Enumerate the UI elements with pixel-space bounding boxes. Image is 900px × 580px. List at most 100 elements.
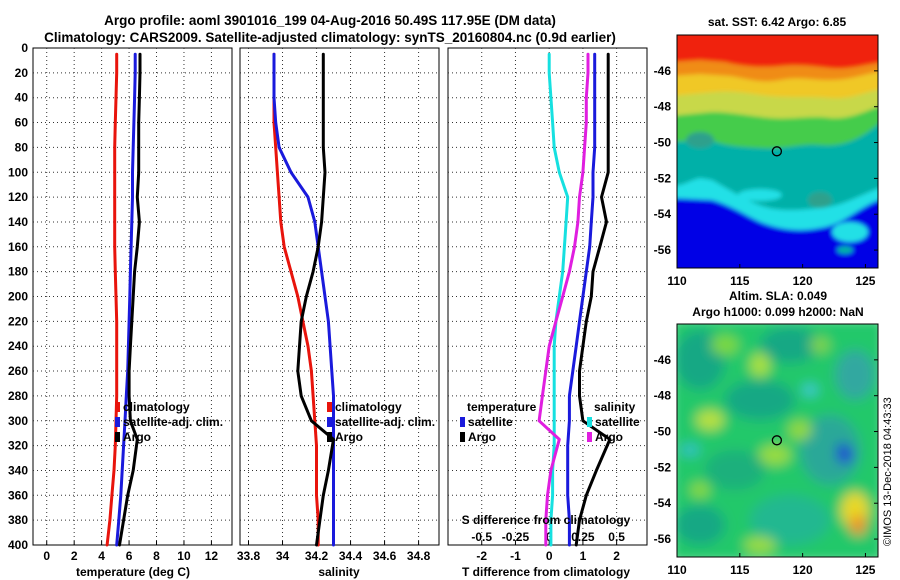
map-x-tick-label: 120 bbox=[793, 563, 813, 577]
salinity-gridlines bbox=[240, 48, 439, 545]
x-tick-label: 0 bbox=[43, 549, 50, 563]
profile-argo bbox=[296, 52, 335, 547]
x-tick-label: 34.6 bbox=[373, 549, 397, 563]
legend-satellite-adj: satellite-adj. clim. bbox=[123, 415, 223, 429]
depth-tick-label: 60 bbox=[15, 116, 29, 130]
s-diff-tick-label: -0.5 bbox=[471, 530, 492, 544]
depth-tick-label: 260 bbox=[8, 364, 28, 378]
x-tick-label: 2 bbox=[613, 549, 620, 563]
profile-argo bbox=[118, 52, 142, 547]
legend-s-argo: Argo bbox=[595, 430, 623, 444]
t-difference-axis-ticks: -2 -1 0 1 2 bbox=[476, 541, 620, 563]
sst-argo-position-marker bbox=[771, 146, 783, 157]
map-y-tick-label: -52 bbox=[654, 460, 672, 474]
legend-argo-swatch bbox=[327, 432, 332, 442]
legend-t-argo: Argo bbox=[468, 430, 496, 444]
sst-map-title: sat. SST: 6.42 Argo: 6.85 bbox=[708, 15, 847, 29]
sst-map-image bbox=[677, 35, 878, 268]
depth-tick-label: 160 bbox=[8, 240, 28, 254]
x-tick-label: 34.4 bbox=[339, 549, 363, 563]
profile-t-satellite bbox=[566, 52, 597, 547]
depth-tick-label: 280 bbox=[8, 389, 28, 403]
temperature-panel: 0204060801001201401601802002202402602803… bbox=[8, 41, 233, 579]
salinity-panel: 33.8 34 34.2 34.4 34.6 34.8 salinity climatol… bbox=[237, 47, 440, 579]
legend-satellite-adj: satellite-adj. clim. bbox=[335, 415, 435, 429]
map-y-tick-label: -50 bbox=[654, 136, 672, 150]
s-difference-axis-label: S difference from climatology bbox=[462, 513, 631, 527]
temperature-profiles bbox=[105, 52, 142, 547]
map-y-tick-label: -56 bbox=[654, 243, 672, 257]
depth-tick-label: 400 bbox=[8, 538, 28, 552]
x-tick-label: 34 bbox=[276, 549, 290, 563]
x-tick-label: -2 bbox=[476, 549, 487, 563]
map-x-tick-label: 115 bbox=[730, 274, 750, 288]
temperature-axis-label: temperature (deg C) bbox=[76, 565, 190, 579]
sla-map-ticks: 110 115 120 125 -46 -48 -50 -52 -54 -56 bbox=[654, 353, 878, 577]
t-difference-axis-label: T difference from climatology bbox=[462, 565, 630, 579]
x-tick-label: 12 bbox=[205, 549, 219, 563]
map-x-tick-label: 115 bbox=[730, 563, 750, 577]
salinity-axis-ticks: 33.8 34 34.2 34.4 34.6 34.8 bbox=[237, 541, 431, 563]
depth-tick-label: 360 bbox=[8, 488, 28, 502]
depth-tick-label: 100 bbox=[8, 165, 28, 179]
map-y-tick-label: -56 bbox=[654, 532, 672, 546]
map-x-tick-label: 110 bbox=[667, 274, 687, 288]
map-y-tick-label: -50 bbox=[654, 425, 672, 439]
map-y-tick-label: -52 bbox=[654, 171, 672, 185]
legend-s-argo-swatch bbox=[587, 432, 592, 442]
depth-tick-label: 300 bbox=[8, 414, 28, 428]
legend-salinity-title: salinity bbox=[594, 400, 636, 414]
depth-tick-label: 240 bbox=[8, 339, 28, 353]
legend-s-satellite: satellite bbox=[595, 415, 640, 429]
legend-satellite-adj-swatch bbox=[115, 417, 120, 427]
sst-map-frame bbox=[676, 34, 879, 269]
sla-map-panel: Altim. SLA: 0.049 Argo h1000: 0.099 h200… bbox=[654, 289, 879, 577]
sla-argo-position-marker bbox=[771, 435, 783, 446]
x-tick-label: 4 bbox=[98, 549, 105, 563]
depth-tick-label: 380 bbox=[8, 513, 28, 527]
legend-t-satellite-swatch bbox=[460, 417, 465, 427]
map-y-tick-label: -46 bbox=[654, 64, 672, 78]
depth-tick-label: 220 bbox=[8, 314, 28, 328]
figure-title-line2: Climatology: CARS2009. Satellite-adjuste… bbox=[44, 30, 616, 45]
legend-argo: Argo bbox=[123, 430, 151, 444]
legend-argo: Argo bbox=[335, 430, 363, 444]
map-y-tick-label: -54 bbox=[654, 207, 672, 221]
s-diff-tick-label: 0 bbox=[546, 530, 553, 544]
difference-panel: -2 -1 0 1 2 -0.5 -0.25 0 0.25 0.5 S difference f… bbox=[447, 47, 648, 579]
legend-satellite-adj-swatch bbox=[327, 417, 332, 427]
depth-tick-label: 80 bbox=[15, 140, 29, 154]
s-difference-axis-ticks: -0.5 -0.25 0 0.25 0.5 bbox=[471, 530, 625, 544]
temperature-legend: climatology satellite-adj. clim. Argo bbox=[115, 400, 223, 444]
x-tick-label: 34.2 bbox=[305, 549, 329, 563]
depth-tick-label: 320 bbox=[8, 439, 28, 453]
sla-map-subtitle: Argo h1000: 0.099 h2000: NaN bbox=[692, 305, 863, 319]
difference-gridlines bbox=[448, 48, 647, 545]
legend-climatology: climatology bbox=[123, 400, 190, 414]
legend-climatology: climatology bbox=[335, 400, 402, 414]
x-tick-label: 34.8 bbox=[407, 549, 431, 563]
map-x-tick-label: 110 bbox=[667, 563, 687, 577]
sla-map-image bbox=[677, 324, 878, 557]
x-tick-label: 33.8 bbox=[237, 549, 261, 563]
temperature-axis-ticks: 0 2 4 6 8 10 12 bbox=[43, 541, 218, 563]
x-tick-label: 6 bbox=[126, 549, 133, 563]
map-x-tick-label: 120 bbox=[793, 274, 813, 288]
map-x-tick-label: 125 bbox=[855, 563, 875, 577]
x-tick-label: 1 bbox=[580, 549, 587, 563]
depth-axis-ticks: 0 20 40 60 80 100 120 140 160 180 200 220 240 260 280 3… bbox=[8, 41, 28, 552]
sst-map-panel: sat. SST: 6.42 Argo: 6.85 110 115 120 125 -4… bbox=[654, 15, 879, 288]
map-y-tick-label: -48 bbox=[654, 100, 672, 114]
x-tick-label: 10 bbox=[177, 549, 191, 563]
s-diff-tick-label: -0.25 bbox=[502, 530, 530, 544]
salinity-profiles bbox=[272, 52, 335, 547]
s-diff-tick-label: 0.5 bbox=[608, 530, 625, 544]
profile-climatology bbox=[105, 52, 119, 547]
map-x-tick-label: 125 bbox=[855, 274, 875, 288]
x-tick-label: 8 bbox=[153, 549, 160, 563]
figure-title-line1: Argo profile: aoml 3901016_199 04-Aug-20… bbox=[104, 13, 556, 28]
sla-map-frame bbox=[676, 323, 879, 558]
depth-tick-label: 340 bbox=[8, 463, 28, 477]
profile-s-argo bbox=[537, 52, 590, 547]
